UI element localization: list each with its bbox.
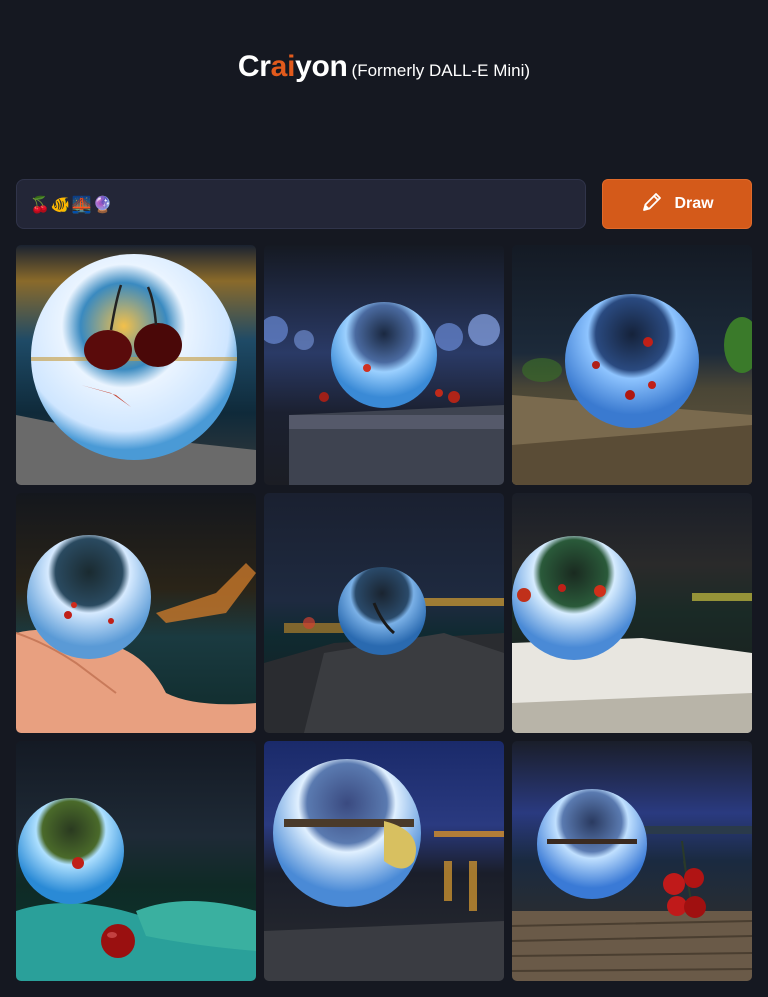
- result-image-2[interactable]: [264, 245, 504, 485]
- logo-text-accent: a: [270, 50, 288, 83]
- results-grid: [16, 245, 752, 981]
- result-image-3[interactable]: [512, 245, 752, 485]
- app-header: Craiyon (Formerly DALL-E Mini): [0, 50, 768, 84]
- prompt-text: 🍒🐠🌉🔮: [30, 194, 114, 214]
- logo-text-2: i: [287, 50, 296, 83]
- prompt-input[interactable]: 🍒🐠🌉🔮: [16, 179, 586, 229]
- result-image-5[interactable]: [264, 493, 504, 733]
- result-image-7[interactable]: [16, 741, 256, 981]
- result-image-9[interactable]: [512, 741, 752, 981]
- result-image-6[interactable]: [512, 493, 752, 733]
- result-image-8[interactable]: [264, 741, 504, 981]
- result-image-4[interactable]: [16, 493, 256, 733]
- draw-button-label: Draw: [674, 195, 714, 212]
- result-image-1[interactable]: [16, 245, 256, 485]
- logo-text-1: Cr: [237, 50, 271, 83]
- logo-text-3: yon: [295, 50, 348, 83]
- craiyon-logo[interactable]: Craiyon: [238, 50, 348, 83]
- pencil-icon: [640, 190, 664, 219]
- draw-button[interactable]: Draw: [602, 179, 752, 229]
- tagline: (Formerly DALL-E Mini): [351, 61, 531, 80]
